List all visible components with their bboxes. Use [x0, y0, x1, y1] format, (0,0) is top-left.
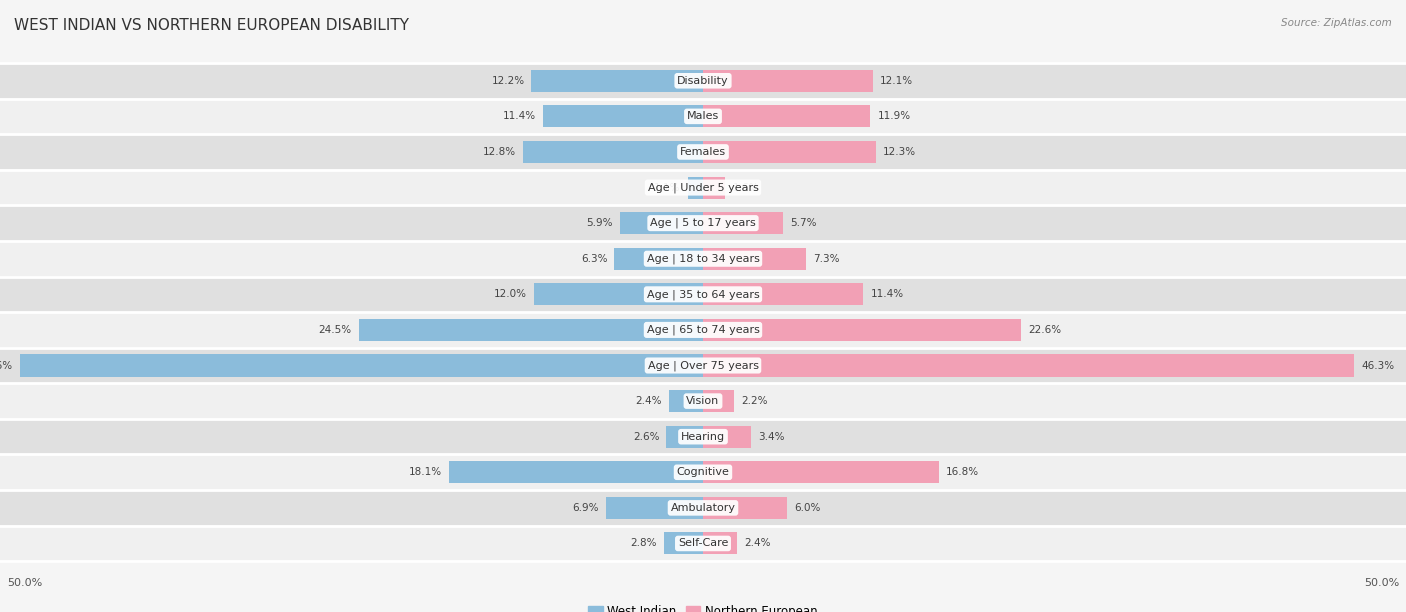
Text: 50.0%: 50.0% — [7, 578, 42, 588]
Bar — [620, 212, 703, 234]
Text: Age | 18 to 34 years: Age | 18 to 34 years — [647, 253, 759, 264]
Text: 1.6%: 1.6% — [733, 182, 759, 193]
Text: 5.9%: 5.9% — [586, 218, 613, 228]
Text: 7.3%: 7.3% — [813, 254, 839, 264]
Text: 12.3%: 12.3% — [883, 147, 917, 157]
Bar — [534, 283, 703, 305]
Bar — [359, 319, 703, 341]
Bar — [449, 461, 703, 483]
FancyBboxPatch shape — [0, 348, 1406, 383]
FancyBboxPatch shape — [0, 206, 1406, 241]
Bar — [664, 532, 703, 554]
Bar — [703, 105, 870, 127]
Text: Hearing: Hearing — [681, 431, 725, 442]
Bar — [703, 532, 737, 554]
Text: WEST INDIAN VS NORTHERN EUROPEAN DISABILITY: WEST INDIAN VS NORTHERN EUROPEAN DISABIL… — [14, 18, 409, 34]
Bar — [703, 70, 873, 92]
Text: 6.9%: 6.9% — [572, 503, 599, 513]
Text: Source: ZipAtlas.com: Source: ZipAtlas.com — [1281, 18, 1392, 28]
Text: Age | Under 5 years: Age | Under 5 years — [648, 182, 758, 193]
Bar — [688, 176, 703, 198]
Text: 11.9%: 11.9% — [877, 111, 911, 121]
Text: Cognitive: Cognitive — [676, 468, 730, 477]
Text: Age | Over 75 years: Age | Over 75 years — [648, 360, 758, 371]
Bar — [703, 497, 787, 519]
Text: 12.2%: 12.2% — [491, 76, 524, 86]
Bar — [669, 390, 703, 412]
FancyBboxPatch shape — [0, 241, 1406, 277]
Text: 50.0%: 50.0% — [1364, 578, 1399, 588]
Bar — [703, 248, 806, 270]
Bar — [703, 141, 876, 163]
Text: 11.4%: 11.4% — [870, 289, 904, 299]
Bar — [703, 426, 751, 448]
FancyBboxPatch shape — [0, 490, 1406, 526]
Text: 18.1%: 18.1% — [408, 468, 441, 477]
Text: Females: Females — [681, 147, 725, 157]
FancyBboxPatch shape — [0, 99, 1406, 134]
Text: 12.1%: 12.1% — [880, 76, 914, 86]
Text: 24.5%: 24.5% — [318, 325, 352, 335]
Text: 12.8%: 12.8% — [482, 147, 516, 157]
FancyBboxPatch shape — [0, 170, 1406, 206]
Text: 3.4%: 3.4% — [758, 431, 785, 442]
Bar — [703, 212, 783, 234]
Bar — [703, 319, 1021, 341]
Text: Age | 35 to 64 years: Age | 35 to 64 years — [647, 289, 759, 300]
FancyBboxPatch shape — [0, 419, 1406, 455]
Text: Age | 65 to 74 years: Age | 65 to 74 years — [647, 324, 759, 335]
Text: Ambulatory: Ambulatory — [671, 503, 735, 513]
FancyBboxPatch shape — [0, 63, 1406, 99]
FancyBboxPatch shape — [0, 277, 1406, 312]
Text: Self-Care: Self-Care — [678, 539, 728, 548]
Bar — [523, 141, 703, 163]
Text: 5.7%: 5.7% — [790, 218, 817, 228]
Text: 16.8%: 16.8% — [946, 468, 980, 477]
FancyBboxPatch shape — [0, 526, 1406, 561]
Text: 22.6%: 22.6% — [1028, 325, 1062, 335]
Text: 6.0%: 6.0% — [794, 503, 821, 513]
Bar — [20, 354, 703, 376]
FancyBboxPatch shape — [0, 455, 1406, 490]
Text: 6.3%: 6.3% — [581, 254, 607, 264]
Text: Vision: Vision — [686, 396, 720, 406]
Bar — [703, 176, 725, 198]
Text: Age | 5 to 17 years: Age | 5 to 17 years — [650, 218, 756, 228]
Text: 2.4%: 2.4% — [744, 539, 770, 548]
Bar — [606, 497, 703, 519]
Text: 2.4%: 2.4% — [636, 396, 662, 406]
Bar — [703, 461, 939, 483]
Bar — [703, 354, 1354, 376]
Bar — [703, 283, 863, 305]
Text: 48.6%: 48.6% — [0, 360, 13, 370]
Bar — [531, 70, 703, 92]
Bar — [703, 390, 734, 412]
Text: 2.8%: 2.8% — [630, 539, 657, 548]
Text: Disability: Disability — [678, 76, 728, 86]
Bar — [666, 426, 703, 448]
Bar — [614, 248, 703, 270]
FancyBboxPatch shape — [0, 134, 1406, 170]
Bar — [543, 105, 703, 127]
Text: 2.2%: 2.2% — [741, 396, 768, 406]
Text: 11.4%: 11.4% — [502, 111, 536, 121]
Text: Males: Males — [688, 111, 718, 121]
Text: 2.6%: 2.6% — [633, 431, 659, 442]
Text: 12.0%: 12.0% — [495, 289, 527, 299]
Text: 1.1%: 1.1% — [654, 182, 681, 193]
Text: 46.3%: 46.3% — [1361, 360, 1395, 370]
FancyBboxPatch shape — [0, 383, 1406, 419]
Legend: West Indian, Northern European: West Indian, Northern European — [583, 600, 823, 612]
FancyBboxPatch shape — [0, 312, 1406, 348]
